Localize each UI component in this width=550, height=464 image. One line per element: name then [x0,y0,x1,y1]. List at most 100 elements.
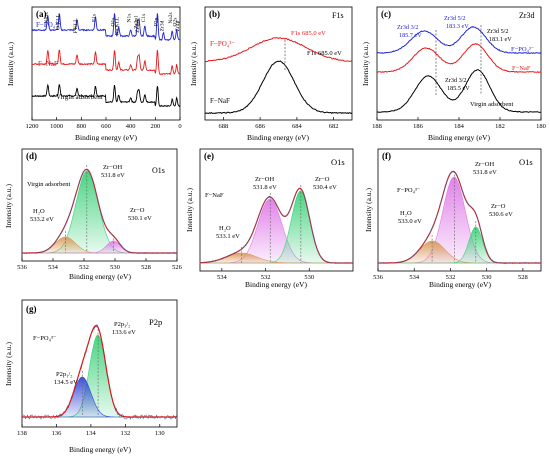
panel-e-x-label: Binding energy (eV) [245,280,307,289]
panel-c-ann-black-52: Zr3d 5/2 183.1 eV [487,28,512,43]
x-tick-label: 138 [17,430,27,437]
panel-f-components [378,171,541,264]
panel-c-y-label: Intensity (a.u.) [361,42,370,86]
panel-d-raw-data [21,168,178,255]
panel-a-x-ticks: 1200 1000 800 600 400 200 0 [26,117,182,130]
panel-f-ann-zr-oh: Zr−OH 531.8 eV [473,161,497,176]
panel-g-x-ticks: 138 136 134 132 130 [17,424,165,437]
x-tick-label: 532 [79,264,89,271]
peak-label: Zr4p [175,20,181,31]
panel-b-series-f-naf [204,60,353,115]
peak-label: O1s [111,18,117,27]
panel-f-tag: (f) [382,151,391,161]
x-tick-label: 600 [101,123,111,130]
x-tick-label: 526 [172,264,183,271]
panel-c-legend-f-naf: F−NaF [512,65,531,72]
x-tick-label: 536 [17,264,28,271]
x-tick-label: 136 [52,430,63,437]
panel-b-legend-f-naf: F−NaF [210,97,230,105]
panel-d-ann-h2o: H₂O 533.2 eV [30,208,54,223]
panel-e-y-label: Intensity (a.u.) [185,188,194,232]
panel-d-x-label: Binding energy (eV) [69,272,131,281]
x-tick-label: 186 [413,123,424,130]
panel-e-ann-zr-oh: Zr−OH 531.8 eV [253,176,277,191]
x-tick-label: 688 [219,123,229,130]
panel-e-title: O1s [331,157,345,167]
peak-label: F KLL [73,18,79,34]
panel-c-series-virgin [376,69,541,113]
panel-a-series-f-po4 [31,13,181,42]
peak-label: F1s [92,14,98,22]
x-tick-label: 528 [518,274,528,281]
panel-c-x-ticks: 188 186 184 182 180 [372,117,546,130]
panel-g-tag: (g) [26,304,37,314]
panel-e-ann-zr-o: Zr−O 530.4 eV [313,176,337,191]
panel-a-legend-f-po4: F−PO₄³⁻ [36,21,61,29]
x-tick-label: 686 [255,123,266,130]
x-tick-label: 530 [110,264,120,271]
x-tick-label: 532 [446,274,456,281]
panel-c-series-f-po4 [376,25,542,54]
panel-b-peak-label-red: F1s 685.0 eV [291,30,326,37]
panel-a-tag: (a) [36,9,47,19]
x-tick-label: 134 [86,430,97,437]
panel-f-sample: F−PO₄³⁻ [397,187,420,194]
panel-a-legend-f-naf: F−NaF [38,60,58,68]
panel-f-frame [377,148,542,272]
x-tick-label: 182 [495,123,505,130]
panel-f: (f) O1s Zr−OH 531.8 eV F−PO₄³⁻ H₂O 533.0 e… [364,148,542,289]
panel-b-y-label: Intensity (a.u.) [189,42,198,86]
panel-g-y-label: Intensity (a.u.) [4,342,13,386]
peak-label: Zr3p1 [134,15,140,29]
panel-b-title: F1s [332,11,344,20]
panel-d-sample: Virgin adsorbent [27,181,71,188]
panel-c-x-label: Binding energy (eV) [428,133,490,142]
panel-g-sample: F−PO₄³⁻ [33,335,56,342]
x-tick-label: 534 [409,274,420,281]
panel-f-ann-h2o: H₂O 533.0 eV [398,210,422,225]
panel-e-sample: F−NaF [205,192,224,199]
panel-e-frame [199,148,354,272]
x-tick-label: 0 [178,123,181,130]
panel-f-ann-zr-o: Zr−O 530.6 eV [489,203,513,218]
panel-d-ann-zr-oh: Zr−OH 531.8 eV [101,164,125,179]
panel-g-frame [21,299,178,428]
x-tick-label: 534 [48,264,59,271]
x-tick-label: 132 [120,430,130,437]
panel-e-tag: (e) [204,151,214,161]
panel-f-x-label: Binding energy (eV) [429,280,491,289]
fit-component [22,334,177,418]
x-tick-label: 530 [482,274,492,281]
peak-label: O KLL [55,13,61,30]
panel-g-envelope [22,324,177,418]
panel-f-x-ticks: 536 534 532 530 528 [373,268,528,281]
panel-c-series-f-naf [376,42,542,73]
peak-label: O2s [173,18,179,27]
panel-f-raw-data [377,170,542,265]
panel-c: (c) Zr3d Zr3d 3/2 185.7 eV Zr3d 5/2 183.3 … [361,6,546,142]
x-tick-label: 1200 [26,123,39,130]
panel-b-series-f-po4 [204,37,353,63]
x-tick-label: 530 [304,274,314,281]
panel-d-title: O1s [152,166,165,175]
panel-d: (d) O1s Zr−OH 531.8 eV Virgin adsorbent H… [4,148,183,281]
panel-c-tag: (c) [381,9,391,19]
panel-e-ann-h2o: H₂O 533.1 eV [216,225,240,240]
panel-g-ann-p12: P2p₁/₂ 134.5 eV [54,371,78,386]
x-tick-label: 1000 [50,123,63,130]
x-tick-label: 534 [217,274,228,281]
peak-label: C1s [141,14,147,23]
peak-label: N1s [127,14,133,23]
peak-label: Na KLL [115,16,121,35]
panel-c-legend-f-po4: F−PO₄³⁻ [511,46,534,53]
panel-a-y-label: Intensity (a.u.) [6,42,15,86]
peak-label: Na1s [44,12,50,23]
panel-a: (a) F−PO₄³⁻ F−NaF Virgin adsorbent Na1s O… [6,6,182,142]
panel-b-tag: (b) [209,9,220,19]
panel-c-ann-blue-32: Zr3d 3/2 185.7 eV [397,24,422,39]
panel-g-ann-p32: P2p₃/₂ 133.6 eV [112,321,136,336]
panel-g: (g) P2p P2p₃/₂ 133.6 eV F−PO₄³⁻ P2p₁/₂ 134… [4,299,178,454]
panel-b-x-label: Binding energy (eV) [247,133,309,142]
panel-b-x-ticks: 688 686 684 682 [219,117,339,130]
